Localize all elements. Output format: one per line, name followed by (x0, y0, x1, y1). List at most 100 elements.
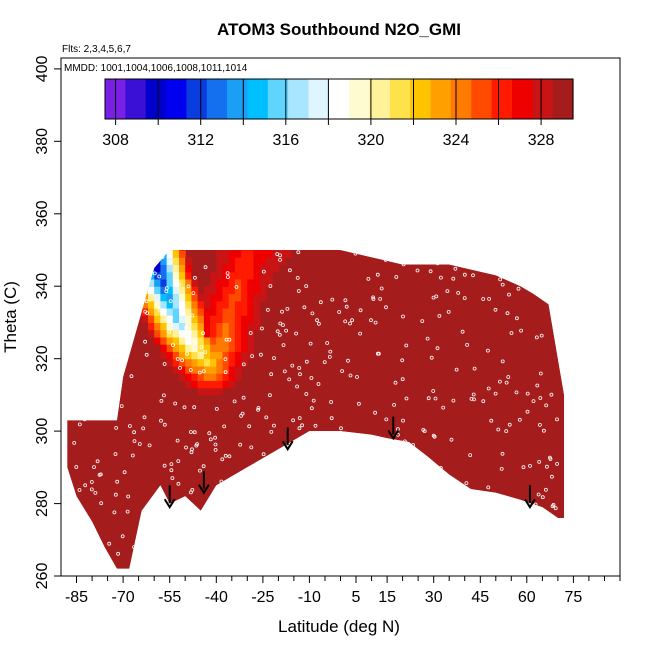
field-cell (216, 271, 224, 280)
field-cell (203, 307, 211, 316)
sample-marker (207, 431, 212, 436)
field-cell (129, 286, 137, 294)
sample-marker (267, 393, 272, 398)
sample-marker (316, 458, 321, 463)
sample-marker (472, 397, 476, 402)
sample-marker (285, 306, 290, 311)
field-cell (123, 257, 130, 265)
field-cell (179, 344, 186, 352)
sample-marker (420, 319, 425, 324)
sample-marker (373, 320, 378, 325)
field-cell (210, 365, 217, 374)
mmdd-note: MMDD: 1001,1004,1006,1008,1011,1014 (64, 63, 248, 74)
field-cell (203, 373, 211, 381)
sample-marker (401, 418, 405, 423)
sample-marker (451, 526, 456, 531)
flight-arrow (198, 470, 210, 495)
sample-marker (113, 388, 117, 393)
sample-marker (89, 480, 94, 484)
sample-marker (234, 540, 238, 544)
field-cell (160, 271, 168, 280)
sample-marker (471, 392, 476, 397)
sample-marker (203, 350, 208, 355)
sample-marker (540, 495, 545, 500)
sample-marker (400, 377, 405, 382)
sample-marker (155, 522, 160, 526)
sample-marker (456, 564, 461, 569)
field-cell (197, 358, 205, 367)
field-cell (191, 365, 199, 374)
sample-marker (125, 509, 130, 514)
sample-marker (368, 501, 373, 506)
field-cell (179, 373, 186, 381)
field-cell (241, 271, 248, 280)
sample-marker (151, 496, 156, 501)
x-tick-label: -70 (112, 589, 135, 606)
y-tick-label: 320 (34, 345, 51, 372)
sample-marker (348, 321, 352, 326)
field-cell (203, 387, 211, 396)
sample-marker (114, 425, 119, 430)
field-cell (228, 257, 236, 265)
sample-marker (162, 362, 167, 366)
field-cell (222, 344, 230, 352)
field-cell (179, 286, 186, 294)
sample-marker (123, 336, 127, 341)
sample-marker (550, 474, 554, 479)
field-cell (160, 329, 168, 338)
field-cell (141, 279, 149, 287)
sample-marker (250, 546, 255, 550)
field-cell (148, 286, 155, 294)
field-cell (210, 351, 217, 360)
sample-marker (429, 355, 434, 360)
field-cell (222, 257, 230, 265)
sample-marker (538, 371, 543, 376)
sample-marker (318, 548, 323, 553)
field-cell (234, 286, 242, 294)
field-cell (135, 300, 143, 309)
sample-marker (439, 536, 444, 541)
field-cell (129, 257, 137, 265)
sample-marker (493, 307, 498, 312)
sample-marker (71, 310, 76, 315)
colorbar-swatch (430, 79, 452, 119)
sample-marker (225, 275, 230, 280)
field-cell (216, 387, 224, 396)
field-cell (253, 307, 261, 316)
sample-marker (345, 545, 350, 549)
field-cell (253, 300, 261, 309)
field-cell (222, 293, 230, 302)
field-cell (253, 250, 261, 251)
field-cell (222, 315, 230, 323)
sample-marker (180, 358, 185, 363)
sample-marker (96, 343, 100, 348)
sample-marker (454, 367, 459, 372)
field-cell (234, 271, 242, 280)
sample-marker (403, 518, 408, 523)
sample-marker (257, 525, 262, 530)
sample-marker (107, 541, 112, 546)
field-cell (160, 351, 168, 360)
field-cell (266, 250, 273, 258)
sample-marker (391, 252, 396, 257)
sample-marker (342, 527, 346, 532)
sample-marker (311, 520, 316, 525)
sample-marker (84, 533, 89, 537)
sample-marker (525, 409, 530, 414)
field-cell (228, 373, 236, 381)
field-cell (259, 257, 267, 265)
sample-marker (223, 453, 228, 458)
field-cell (179, 264, 186, 273)
sample-marker (160, 255, 165, 260)
sample-marker (281, 465, 286, 470)
field-cell (228, 264, 236, 273)
field-cell (166, 358, 174, 367)
sample-marker (192, 275, 197, 280)
field-cell (203, 336, 211, 345)
field-cell (141, 315, 149, 323)
sample-marker (248, 331, 253, 335)
field-cell (247, 307, 255, 316)
sample-marker (378, 296, 383, 301)
y-tick-label: 400 (34, 55, 51, 82)
